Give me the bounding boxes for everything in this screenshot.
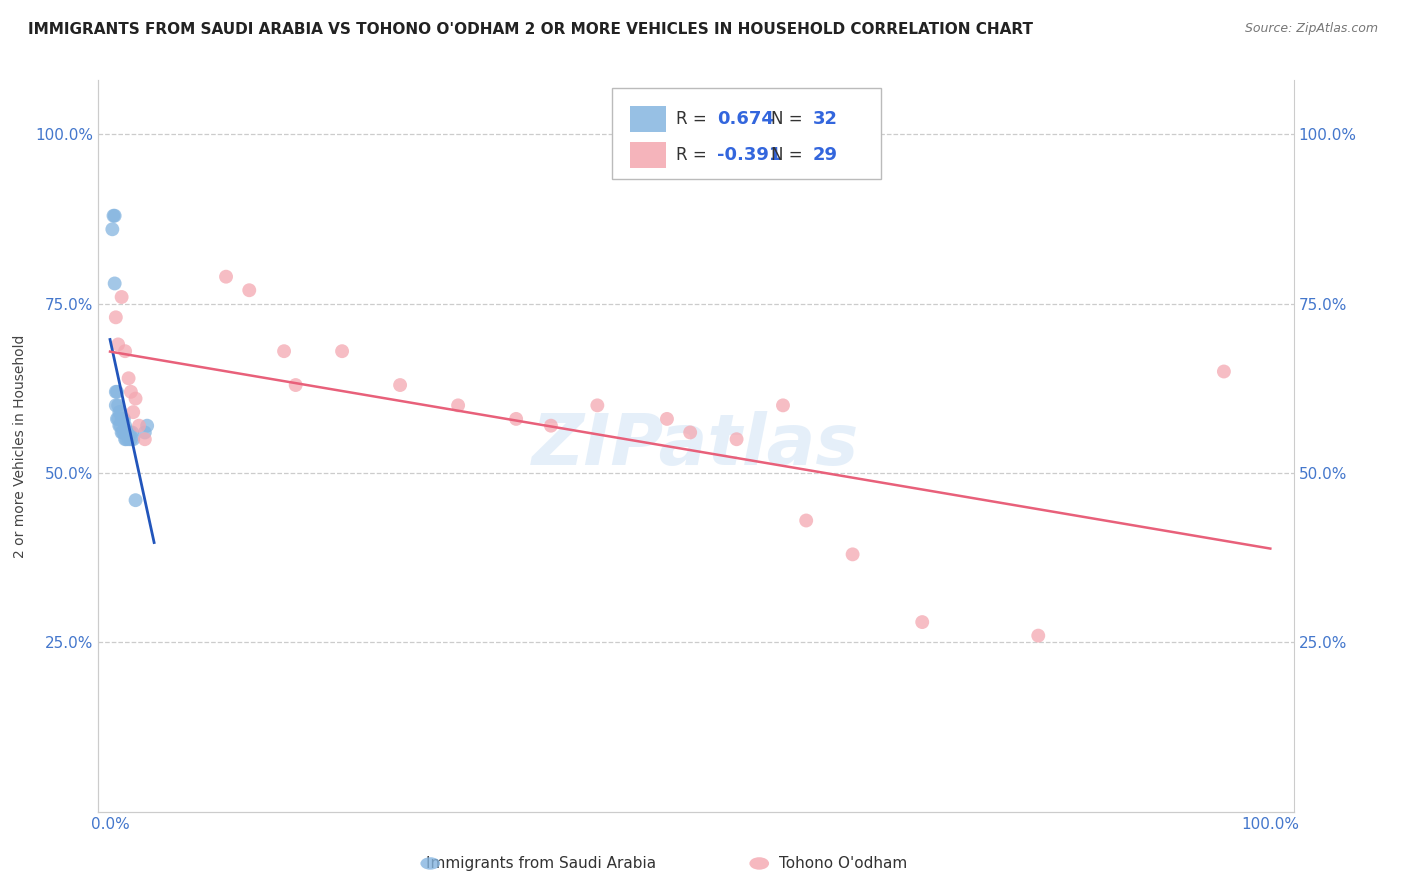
Point	[505, 412, 527, 426]
Text: 29: 29	[813, 146, 838, 164]
Point	[540, 418, 562, 433]
Point	[112, 425, 135, 440]
Point	[124, 493, 146, 508]
Text: R =: R =	[676, 146, 711, 164]
Point	[117, 371, 139, 385]
FancyBboxPatch shape	[630, 106, 666, 132]
Point	[134, 425, 156, 440]
Point	[107, 337, 129, 351]
Point	[1026, 629, 1049, 643]
Text: Tohono O'odham: Tohono O'odham	[779, 856, 908, 871]
Point	[114, 432, 136, 446]
Point	[794, 514, 817, 528]
Point	[115, 432, 138, 446]
Point	[104, 310, 127, 325]
Point	[105, 412, 128, 426]
Point	[136, 418, 159, 433]
Point	[107, 398, 129, 412]
Point	[104, 209, 127, 223]
Point	[122, 405, 145, 419]
Point	[120, 384, 142, 399]
Point	[284, 378, 307, 392]
Y-axis label: 2 or more Vehicles in Household: 2 or more Vehicles in Household	[13, 334, 27, 558]
Point	[111, 425, 134, 440]
Point	[725, 432, 748, 446]
Point	[118, 425, 141, 440]
Point	[1212, 364, 1234, 378]
Point	[124, 392, 146, 406]
Text: -0.391: -0.391	[717, 146, 782, 164]
Text: R =: R =	[676, 110, 711, 128]
Point	[679, 425, 702, 440]
Point	[121, 425, 143, 440]
Point	[108, 405, 131, 419]
Point	[104, 384, 127, 399]
Point	[122, 432, 145, 446]
Text: 32: 32	[813, 110, 838, 128]
Point	[112, 412, 135, 426]
Point	[389, 378, 412, 392]
Text: Immigrants from Saudi Arabia: Immigrants from Saudi Arabia	[426, 856, 657, 871]
Point	[911, 615, 934, 629]
FancyBboxPatch shape	[630, 142, 666, 168]
Point	[215, 269, 238, 284]
Point	[114, 344, 136, 359]
Point	[111, 412, 134, 426]
Point	[120, 432, 142, 446]
Text: ZIPatlas: ZIPatlas	[533, 411, 859, 481]
Point	[655, 412, 678, 426]
Point	[111, 425, 134, 440]
Text: 0.674: 0.674	[717, 110, 775, 128]
Point	[105, 384, 128, 399]
Point	[104, 398, 127, 412]
Text: Source: ZipAtlas.com: Source: ZipAtlas.com	[1244, 22, 1378, 36]
Point	[104, 277, 127, 291]
Point	[772, 398, 794, 412]
Text: N =: N =	[772, 146, 808, 164]
Point	[111, 412, 134, 426]
Point	[273, 344, 295, 359]
Point	[447, 398, 470, 412]
Point	[107, 412, 129, 426]
Point	[108, 418, 131, 433]
Point	[101, 222, 124, 236]
Text: IMMIGRANTS FROM SAUDI ARABIA VS TOHONO O'ODHAM 2 OR MORE VEHICLES IN HOUSEHOLD C: IMMIGRANTS FROM SAUDI ARABIA VS TOHONO O…	[28, 22, 1033, 37]
FancyBboxPatch shape	[613, 87, 882, 179]
Point	[111, 290, 134, 304]
Point	[330, 344, 353, 359]
Text: N =: N =	[772, 110, 808, 128]
Point	[841, 547, 863, 561]
Point	[110, 405, 132, 419]
Point	[134, 432, 156, 446]
Point	[110, 418, 132, 433]
Point	[586, 398, 609, 412]
Point	[114, 418, 136, 433]
Point	[103, 209, 125, 223]
Point	[128, 418, 150, 433]
Point	[117, 432, 139, 446]
Point	[117, 425, 139, 440]
Point	[238, 283, 260, 297]
